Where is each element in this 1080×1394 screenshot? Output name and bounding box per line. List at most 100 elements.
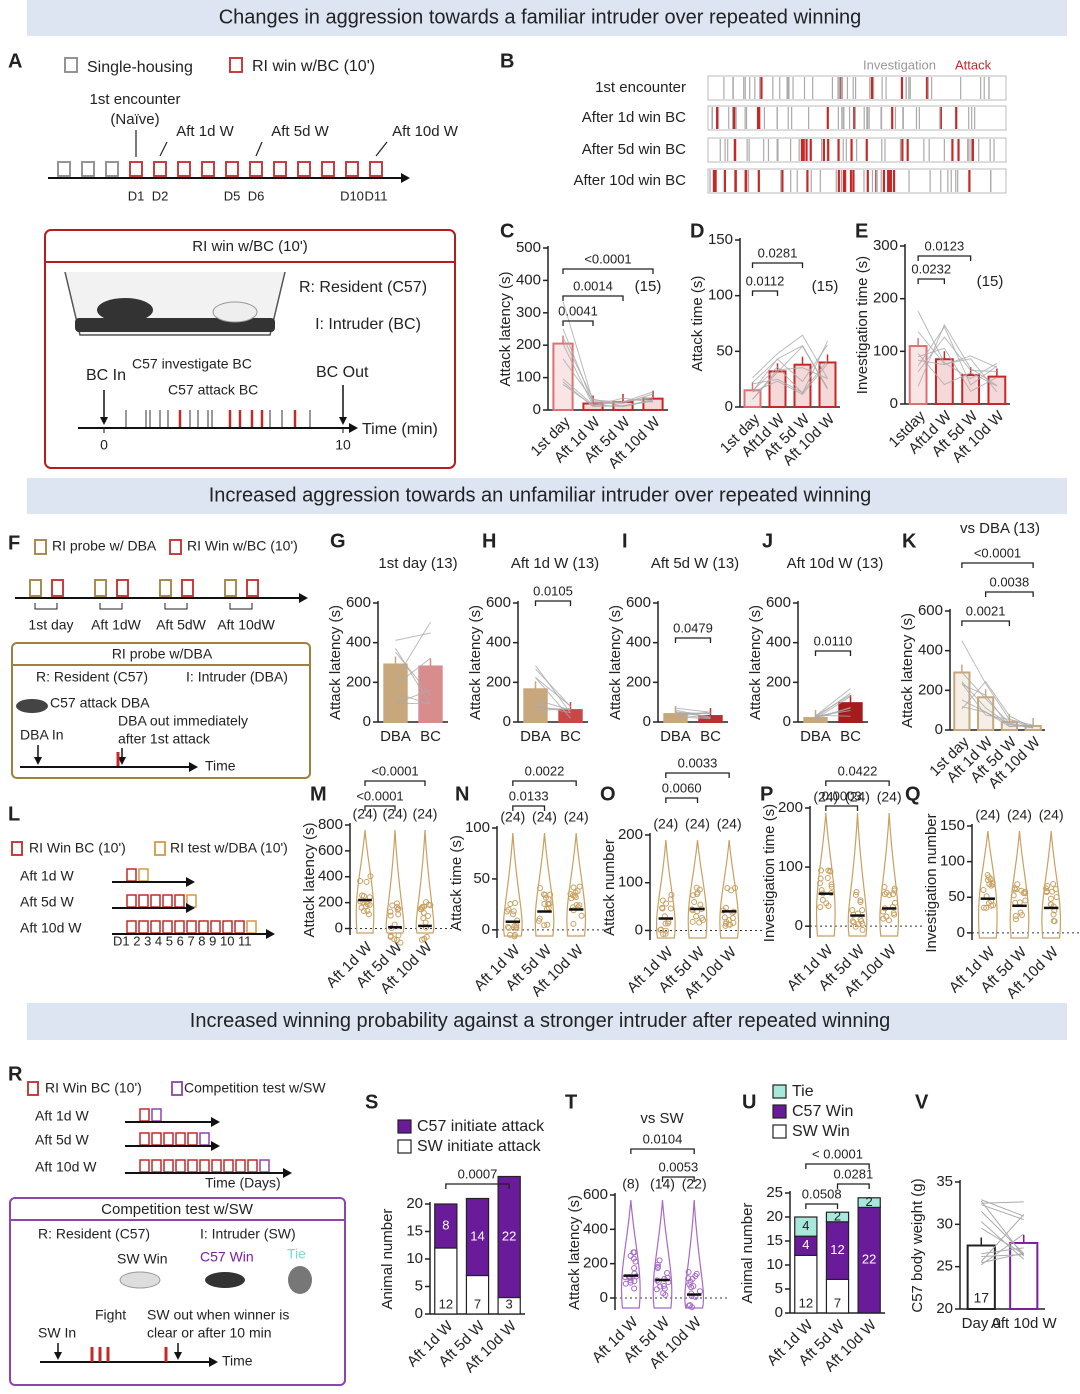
legend-label: RI win w/BC (10') [252,58,375,75]
day-label: D6 [248,188,265,203]
data-point [859,926,866,933]
data-point [817,904,824,911]
n-label: (24) [532,809,557,825]
p-value: <0.0001 [974,545,1021,560]
arrow-head [100,417,108,425]
axis-label: Time [205,758,236,774]
data-point [513,924,520,931]
data-point [881,883,888,890]
panel-letter: F [8,532,20,554]
x-tick-label: DBA [800,728,831,745]
subject-line [535,665,571,714]
y-axis-label: Attack latency (s) [607,605,624,720]
subject-line [395,692,431,705]
raster-row [707,75,1007,101]
timeline-head [211,1117,220,1127]
win-day [126,894,137,908]
legend-label: Competition test w/SW [184,1080,326,1096]
win-day [198,920,209,934]
n-label: (24) [1007,807,1032,823]
subject-line [980,1233,1025,1266]
data-point [662,1292,669,1299]
data-point [662,930,669,937]
subject-line [562,378,654,407]
subject-line [395,648,431,705]
subject-line [815,694,851,717]
test-day [246,920,257,934]
annotation: R: Resident (C57) [299,279,427,296]
data-point [667,905,674,912]
significance-bracket [825,780,890,786]
data-point [693,913,700,920]
subject-line [981,1247,1024,1255]
panel-letter: D [690,220,704,242]
annotation: BC In [86,367,126,384]
y-tick-label: 100 [873,342,898,359]
legend-swatch [64,57,78,73]
significance-bracket [984,591,1034,597]
n-label: (24) [564,809,589,825]
housing-day [57,161,71,177]
subject-line [395,632,431,641]
y-tick-label: 600 [318,842,343,859]
win-day [246,579,259,597]
p-value: 0.0014 [573,278,613,293]
significance-bracket [836,1183,870,1189]
win-day [273,161,287,177]
data-point [1050,911,1057,918]
legend-label: C57 initiate attack [417,1118,545,1135]
panel-letter: R [8,1063,23,1085]
y-tick-label: 20 [406,1195,423,1212]
y-tick-label: 300 [516,304,541,321]
data-point [693,1270,700,1277]
win-day [235,1159,246,1173]
data-point [425,912,432,919]
subject-line [535,705,571,714]
data-point [985,874,992,881]
y-tick-label: 400 [516,271,541,288]
win-day [163,1132,174,1146]
probe-day [94,579,107,597]
y-tick-label: 200 [618,826,643,843]
win-day [186,920,197,934]
data-point [816,880,823,887]
win-day [225,161,239,177]
x-tick-label: DBA [520,728,551,745]
significance-bracket [917,255,972,261]
panel-letter: V [915,1091,929,1113]
data-point [664,920,671,927]
n-label: (24) [1039,807,1064,823]
panel-letter: G [330,530,346,552]
data-point [362,903,369,910]
data-point [885,917,892,924]
significance-bracket [562,295,624,301]
subject-line [752,363,828,395]
p-value: 0.0422 [838,763,878,778]
section-banner [27,478,1067,514]
x-tick-label: BC [420,728,441,745]
panel-letter: U [742,1091,756,1113]
subject-line [535,668,571,707]
data-point [387,932,394,939]
time-axis-head [209,1357,218,1367]
data-point [421,935,428,942]
win-day [151,1159,162,1173]
day-label: D1 2 3 4 5 6 7 8 9 10 11 [113,933,252,948]
y-tick-label: 50 [948,888,965,905]
data-point [667,896,674,903]
bar [961,374,981,405]
violin [815,812,836,937]
chart-title: Aft 10d W (13) [787,555,884,572]
violin [534,832,555,937]
win-day [222,920,233,934]
data-point [857,897,864,904]
significance-bracket [364,780,426,786]
y-tick-label: 5 [775,1280,783,1297]
p-value: <0.0001 [356,788,403,803]
data-point [859,907,866,914]
y-tick-label: 200 [778,799,803,816]
annotation: I: Intruder (BC) [315,316,421,333]
win-day [175,1159,186,1173]
y-tick-label: 0 [643,713,651,730]
data-point [654,1264,661,1271]
